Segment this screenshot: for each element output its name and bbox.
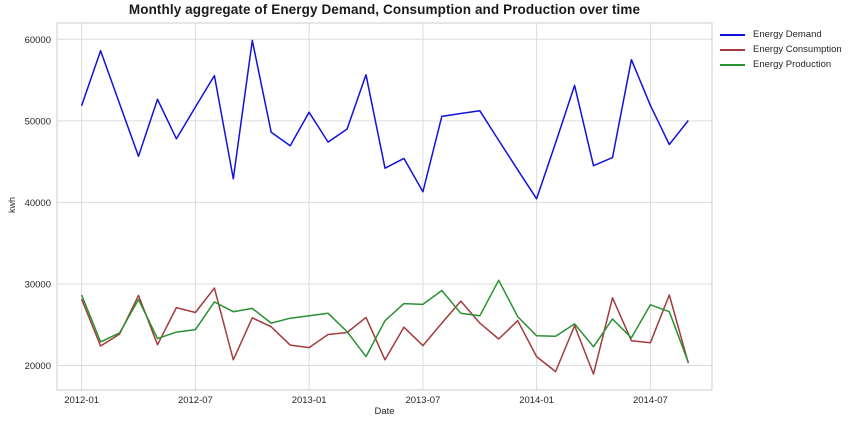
plot-frame xyxy=(56,22,713,391)
legend-line-swatch-demand xyxy=(720,33,745,36)
x-tick-label: 2013-07 xyxy=(405,395,440,406)
x-tick-label: 2014-01 xyxy=(519,395,554,406)
y-tick-label: 30000 xyxy=(25,279,51,290)
x-tick-label: 2012-01 xyxy=(64,395,99,406)
legend-item-energy-production: Energy Production xyxy=(720,59,842,70)
series-line-energy-consumption xyxy=(80,287,690,375)
series-line-energy-demand xyxy=(80,39,689,200)
legend-item-energy-demand: Energy Demand xyxy=(720,29,842,40)
legend-item-energy-consumption: Energy Consumption xyxy=(720,44,842,55)
legend: Energy Demand Energy Consumption Energy … xyxy=(720,29,842,70)
chart-title: Monthly aggregate of Energy Demand, Cons… xyxy=(128,2,641,17)
legend-label: Energy Demand xyxy=(753,29,822,40)
legend-line-swatch-production xyxy=(720,63,745,66)
y-tick-label: 40000 xyxy=(25,198,51,209)
legend-line-swatch-consumption xyxy=(720,48,745,51)
y-tick-label: 50000 xyxy=(25,116,51,127)
x-tick-label: 2012-07 xyxy=(178,395,213,406)
legend-label: Energy Consumption xyxy=(753,44,842,55)
x-tick-label: 2013-01 xyxy=(292,395,327,406)
x-axis-label: Date xyxy=(374,406,395,417)
x-tick-label: 2014-07 xyxy=(633,395,668,406)
y-axis-label: kwh xyxy=(7,197,17,214)
y-tick-label: 20000 xyxy=(25,361,51,372)
y-tick-label: 60000 xyxy=(25,35,51,46)
legend-label: Energy Production xyxy=(753,59,832,70)
series-line-energy-production xyxy=(80,279,690,363)
